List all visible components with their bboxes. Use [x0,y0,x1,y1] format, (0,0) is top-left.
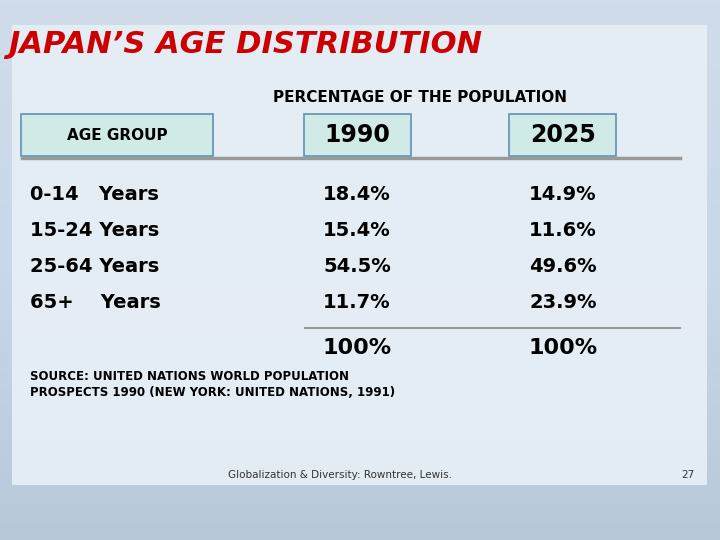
Text: 15-24 Years: 15-24 Years [30,220,159,240]
Text: PROSPECTS 1990 (NEW YORK: UNITED NATIONS, 1991): PROSPECTS 1990 (NEW YORK: UNITED NATIONS… [30,386,395,399]
Text: 11.6%: 11.6% [529,220,597,240]
FancyBboxPatch shape [509,114,616,156]
Text: 1990: 1990 [324,123,390,147]
Text: 15.4%: 15.4% [323,220,391,240]
FancyBboxPatch shape [12,25,707,485]
FancyBboxPatch shape [21,114,213,156]
FancyBboxPatch shape [304,114,411,156]
Text: 23.9%: 23.9% [529,294,597,313]
Text: Globalization & Diversity: Rowntree, Lewis.: Globalization & Diversity: Rowntree, Lew… [228,470,452,480]
Text: 2025: 2025 [530,123,596,147]
Text: 100%: 100% [323,338,392,358]
Text: 27: 27 [682,470,695,480]
Text: 65+    Years: 65+ Years [30,294,161,313]
Text: PERCENTAGE OF THE POPULATION: PERCENTAGE OF THE POPULATION [273,90,567,105]
Text: 49.6%: 49.6% [529,258,597,276]
Text: 25-64 Years: 25-64 Years [30,258,159,276]
Text: SOURCE: UNITED NATIONS WORLD POPULATION: SOURCE: UNITED NATIONS WORLD POPULATION [30,370,349,383]
Text: 100%: 100% [528,338,598,358]
Text: 11.7%: 11.7% [323,294,391,313]
Text: AGE GROUP: AGE GROUP [67,127,167,143]
Text: 14.9%: 14.9% [529,186,597,205]
Text: 18.4%: 18.4% [323,186,391,205]
Text: JAPAN’S AGE DISTRIBUTION: JAPAN’S AGE DISTRIBUTION [8,30,482,59]
Text: 54.5%: 54.5% [323,258,391,276]
Text: 0-14   Years: 0-14 Years [30,186,159,205]
